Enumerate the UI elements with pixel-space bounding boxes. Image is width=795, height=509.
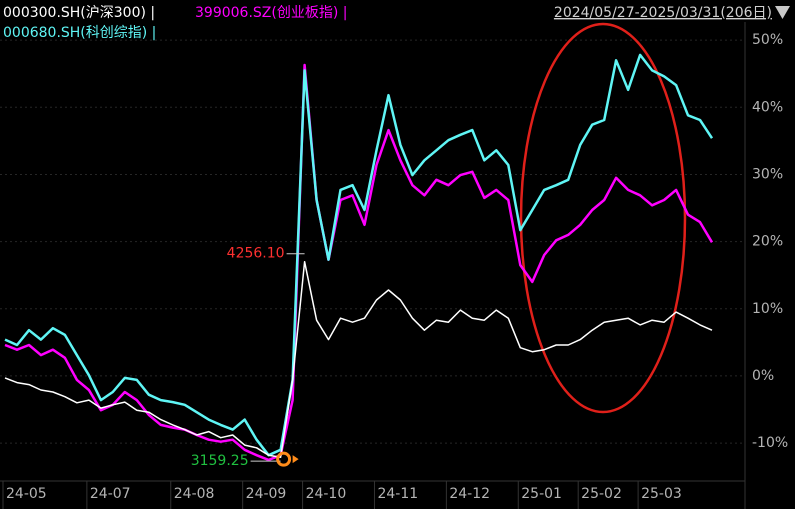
- annotation: 3159.25: [191, 453, 249, 469]
- x-tick-label: 24-08: [174, 486, 215, 502]
- y-tick-label: 30%: [752, 166, 783, 182]
- series-line: [4, 63, 714, 462]
- date-range[interactable]: 2024/05/27-2025/03/31(206日): [554, 5, 772, 21]
- series-line: [4, 53, 714, 457]
- min-marker-arrow: [292, 455, 299, 464]
- y-tick-label: 0%: [752, 368, 774, 384]
- y-tick-label: -10%: [752, 435, 788, 451]
- x-tick-label: 24-10: [306, 486, 347, 502]
- y-tick-label: 40%: [752, 99, 783, 115]
- y-tick-label: 50%: [752, 32, 783, 48]
- dropdown-arrow[interactable]: [775, 6, 790, 19]
- x-tick-label: 24-09: [246, 486, 287, 502]
- x-tick-label: 24-05: [6, 486, 47, 502]
- x-tick-label: 24-11: [377, 486, 418, 502]
- legend-entry: 399006.SZ(创业板指) |: [195, 5, 347, 21]
- annotation: 4256.10: [227, 246, 285, 262]
- min-marker: [276, 451, 292, 467]
- legend-entry: 000680.SH(科创综指) |: [3, 25, 156, 41]
- y-tick-label: 20%: [752, 234, 783, 250]
- x-tick-label: 25-02: [581, 486, 622, 502]
- highlight-ellipse: [519, 22, 687, 414]
- x-tick-label: 25-03: [641, 486, 682, 502]
- series-line: [4, 260, 713, 458]
- x-tick-label: 24-12: [449, 486, 490, 502]
- legend-entry: 000300.SH(沪深300) |: [3, 5, 155, 21]
- y-tick-label: 10%: [752, 301, 783, 317]
- x-tick-label: 24-07: [90, 486, 131, 502]
- header: 000300.SH(沪深300) | 399006.SZ(创业板指) | 00068…: [3, 5, 347, 41]
- x-tick-label: 25-01: [521, 486, 562, 502]
